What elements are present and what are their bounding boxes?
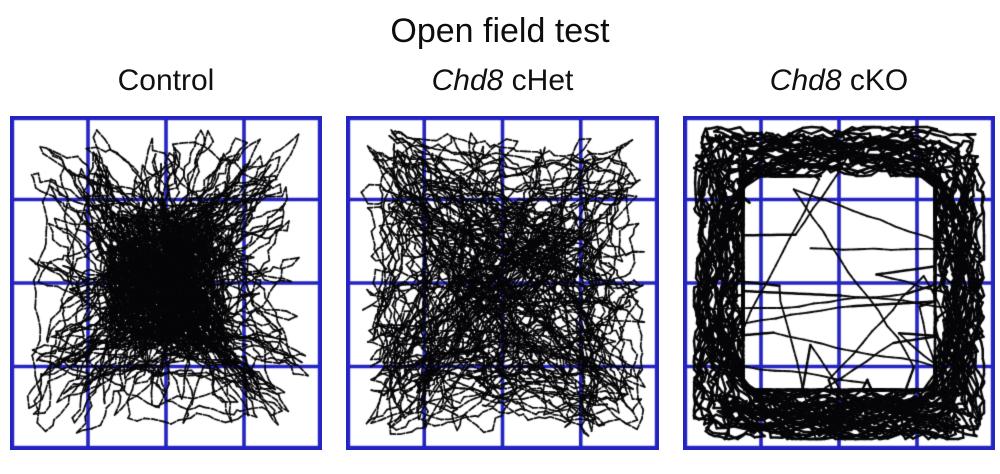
panel-labels-row: Control Chd8 cHet Chd8 cKO [0,64,1000,99]
trace-panels-row [0,115,1000,450]
trace-arena-chd8-chet [346,115,659,450]
trace-arena-control [10,115,322,450]
label-text: Control [117,64,215,98]
panel-label-control: Control [10,64,322,99]
gene-name-italic: Chd8 [769,64,842,98]
panel-label-chd8-chet: Chd8 cHet [346,64,659,99]
label-text: cHet [503,64,574,98]
gene-name-italic: Chd8 [431,64,504,98]
label-text: cKO [841,64,909,98]
trace-arena-chd8-cko [683,115,995,450]
figure-title: Open field test [390,12,610,50]
panel-label-chd8-cko: Chd8 cKO [683,64,995,99]
